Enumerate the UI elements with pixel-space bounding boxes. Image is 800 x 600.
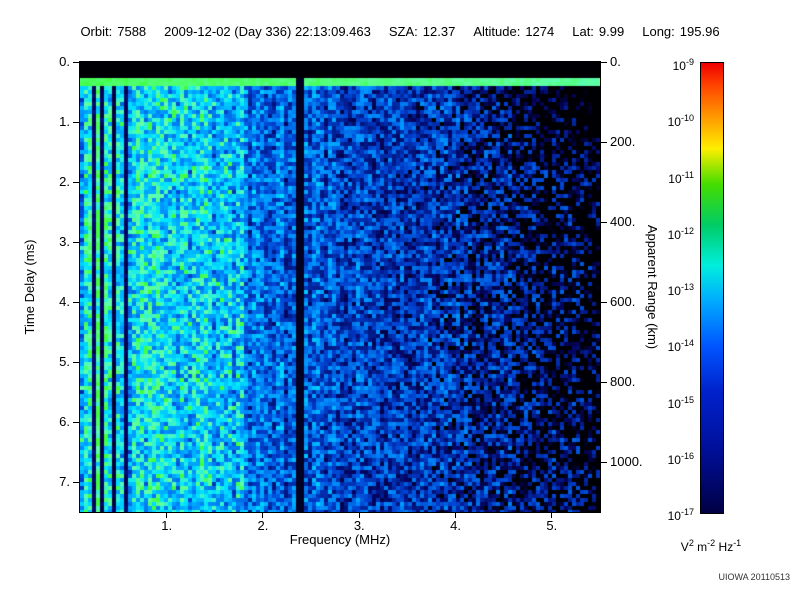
header-field-orbit: Orbit: 7588 [80,24,146,39]
orbit-value: 7588 [117,24,147,39]
y-tick-mark-right [601,141,607,143]
colorbar-tick-label: 10-9 [672,57,694,73]
y-tick-mark-right [601,61,607,63]
altitude-label: Altitude: [473,24,521,39]
colorbar-tick-label: 10-15 [667,394,694,411]
y-axis-label-left: Time Delay (ms) [22,239,37,335]
y-tick-mark-right [601,461,607,463]
y-tick-mark-right [601,301,607,303]
x-axis-label: Frequency (MHz) [289,532,391,547]
x-tick-label: 4. [450,518,461,533]
header-info: Orbit: 7588 2009-12-02 (Day 336) 22:13:0… [0,24,800,39]
y-tick-mark-right [601,221,607,223]
y-tick-label-right: 0. [610,54,621,69]
colorbar-tick-label: 10-17 [667,507,694,523]
y-tick-label-right: 1000. [610,454,643,469]
y-tick-mark-right [601,381,607,383]
colorbar [700,62,724,514]
y-tick-label-left: 6. [59,414,70,429]
header-field-altitude: Altitude: 1274 [473,24,554,39]
orbit-label: Orbit: [80,24,113,39]
altitude-value: 1274 [525,24,555,39]
spectrogram-canvas [79,61,601,513]
watermark: UIOWA 20110513 [718,572,790,582]
x-tick-label: 2. [257,518,269,533]
x-tick-label: 5. [546,518,558,533]
lat-label: Lat: [572,24,594,39]
header-field-sza: SZA: 12.37 [389,24,455,39]
header-field-datetime: 2009-12-02 (Day 336) 22:13:09.463 [164,24,371,39]
sza-value: 12.37 [422,24,456,39]
colorbar-tick-label: 10-10 [667,113,694,130]
header-field-long: Long: 195.96 [642,24,719,39]
y-tick-label-left: 0. [59,54,70,69]
long-value: 195.96 [679,24,720,39]
y-tick-label-right: 200. [610,134,636,149]
long-label: Long: [642,24,675,39]
header-field-lat: Lat: 9.99 [572,24,624,39]
colorbar-tick-label: 10-11 [668,169,694,186]
datetime-value: 2009-12-02 (Day 336) 22:13:09.463 [164,24,371,39]
sza-label: SZA: [388,24,418,39]
colorbar-tick-label: 10-16 [667,450,694,467]
colorbar-unit-label: V2 m-2 Hz-1 [680,538,742,554]
y-tick-label-left: 1. [59,114,70,129]
lat-value: 9.99 [598,24,625,39]
x-tick-label: 1. [161,518,173,533]
y-axis-label-right: Apparent Range (km) [645,224,660,350]
y-tick-label-left: 7. [59,474,70,489]
x-tick-label: 3. [353,518,365,533]
